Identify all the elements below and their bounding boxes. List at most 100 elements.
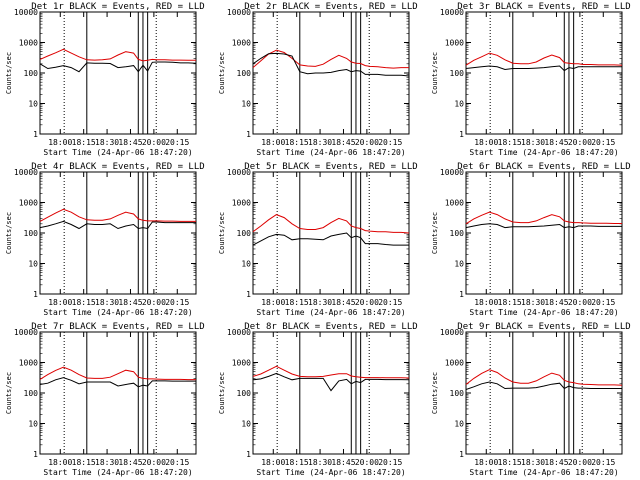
panel-3: Det 3r BLACK = Events, RED = LLD 1 10 100 10… (431, 2, 631, 157)
x-tick-label: 20:15 (378, 298, 402, 307)
y-axis-label: Counts/sec (218, 212, 226, 254)
x-axis-label: Start Time (24-Apr-06 18:47:20) (43, 308, 192, 317)
y-tick-label: 1 (246, 290, 251, 299)
y-tick-label: 100 (450, 389, 465, 398)
x-tick-label: 18:45 (118, 458, 142, 467)
y-tick-label: 100 (24, 69, 39, 78)
x-tick-label: 18:00 (48, 298, 72, 307)
events-series-line (465, 381, 622, 390)
y-tick-label: 10000 (440, 328, 464, 337)
y-tick-label: 100 (450, 229, 465, 238)
y-tick-label: 10000 (14, 328, 38, 337)
y-tick-label: 10 (28, 260, 38, 269)
x-axis-label: Start Time (24-Apr-06 18:47:20) (469, 148, 618, 157)
x-tick-label: 18:30 (308, 458, 332, 467)
lld-series-line (465, 52, 623, 66)
y-tick-label: 10 (241, 100, 251, 109)
y-axis-label: Counts/sec (218, 52, 226, 94)
panel-title: Det 6r BLACK = Events, RED = LLD (457, 162, 630, 172)
y-tick-label: 1000 (232, 359, 251, 368)
x-tick-label: 18:15 (285, 458, 309, 467)
y-tick-label: 1 (246, 130, 251, 139)
x-axis-label: Start Time (24-Apr-06 18:47:20) (256, 308, 405, 317)
x-tick-label: 18:15 (498, 298, 522, 307)
x-tick-label: 20:00 (142, 458, 166, 467)
x-tick-label: 20:15 (165, 298, 189, 307)
lld-series-line (465, 211, 622, 225)
panel-title: Det 9r BLACK = Events, RED = LLD (457, 322, 630, 332)
panel-1: Det 1r BLACK = Events, RED = LLD 1 10 100 10… (5, 2, 205, 157)
x-tick-label: 18:00 (474, 298, 498, 307)
panel-title: Det 2r BLACK = Events, RED = LLD (244, 2, 417, 12)
y-tick-label: 10000 (227, 8, 251, 17)
x-tick-label: 18:00 (48, 138, 72, 147)
x-axis-label: Start Time (24-Apr-06 18:47:20) (43, 468, 192, 477)
x-tick-label: 18:45 (331, 458, 355, 467)
x-tick-label: 20:00 (142, 298, 166, 307)
panel-title: Det 7r BLACK = Events, RED = LLD (31, 322, 204, 332)
plot-frame (252, 11, 410, 135)
y-tick-label: 1000 (445, 199, 464, 208)
y-tick-label: 10 (28, 420, 38, 429)
panel-9: Det 9r BLACK = Events, RED = LLD 1 10 100 10… (431, 322, 631, 477)
x-tick-label: 18:00 (261, 138, 285, 147)
lld-series-line (465, 369, 623, 386)
panel-2: Det 2r BLACK = Events, RED = LLD 1 10 100 10… (218, 2, 418, 157)
panel-7: Det 7r BLACK = Events, RED = LLD 1 10 100 10… (5, 322, 205, 477)
y-axis-label: Counts/sec (431, 52, 439, 94)
x-tick-label: 18:45 (331, 298, 355, 307)
x-tick-label: 18:45 (544, 298, 568, 307)
x-tick-label: 20:00 (568, 138, 592, 147)
lld-series-line (252, 365, 410, 379)
panel-title: Det 3r BLACK = Events, RED = LLD (457, 2, 630, 12)
lld-series-line (39, 208, 196, 222)
y-tick-label: 1 (459, 290, 464, 299)
y-tick-label: 100 (237, 389, 252, 398)
y-axis-label: Counts/sec (5, 52, 13, 94)
x-axis-label: Start Time (24-Apr-06 18:47:20) (256, 148, 405, 157)
y-tick-label: 1000 (232, 199, 251, 208)
y-tick-label: 1000 (232, 39, 251, 48)
plot-frame (39, 11, 197, 135)
x-axis-label: Start Time (24-Apr-06 18:47:20) (469, 308, 618, 317)
x-tick-label: 20:00 (355, 298, 379, 307)
y-tick-label: 1 (459, 450, 464, 459)
plot-frame (252, 331, 410, 455)
panel-8: Det 8r BLACK = Events, RED = LLD 1 10 100 10… (218, 322, 418, 477)
x-tick-label: 20:15 (378, 138, 402, 147)
y-tick-label: 10 (28, 100, 38, 109)
y-tick-label: 10000 (227, 328, 251, 337)
y-tick-label: 10 (454, 420, 464, 429)
y-tick-label: 1 (33, 290, 38, 299)
x-tick-label: 20:15 (591, 298, 615, 307)
plot-frame (39, 171, 197, 295)
x-tick-label: 18:15 (72, 458, 96, 467)
x-tick-label: 18:45 (544, 138, 568, 147)
x-tick-label: 18:45 (118, 298, 142, 307)
y-tick-label: 1 (33, 450, 38, 459)
y-axis-label: Counts/sec (431, 212, 439, 254)
x-tick-label: 18:30 (521, 458, 545, 467)
events-series-line (39, 61, 197, 73)
events-series-line (252, 232, 409, 246)
y-tick-label: 1000 (445, 359, 464, 368)
panel-6: Det 6r BLACK = Events, RED = LLD 1 10 100 10… (431, 162, 631, 317)
x-tick-label: 18:00 (261, 458, 285, 467)
y-axis-label: Counts/sec (218, 372, 226, 414)
x-tick-label: 18:15 (285, 298, 309, 307)
y-tick-label: 10000 (227, 168, 251, 177)
y-tick-label: 100 (24, 229, 39, 238)
y-tick-label: 10 (454, 260, 464, 269)
panel-title: Det 8r BLACK = Events, RED = LLD (244, 322, 417, 332)
x-tick-label: 18:30 (95, 138, 119, 147)
x-axis-label: Start Time (24-Apr-06 18:47:20) (469, 468, 618, 477)
plot-frame (465, 331, 623, 455)
y-axis-label: Counts/sec (5, 372, 13, 414)
x-tick-label: 18:30 (95, 458, 119, 467)
x-tick-label: 20:00 (568, 458, 592, 467)
y-tick-label: 1 (246, 450, 251, 459)
lld-series-line (252, 49, 409, 69)
panel-title: Det 4r BLACK = Events, RED = LLD (31, 162, 204, 172)
y-tick-label: 10 (454, 100, 464, 109)
